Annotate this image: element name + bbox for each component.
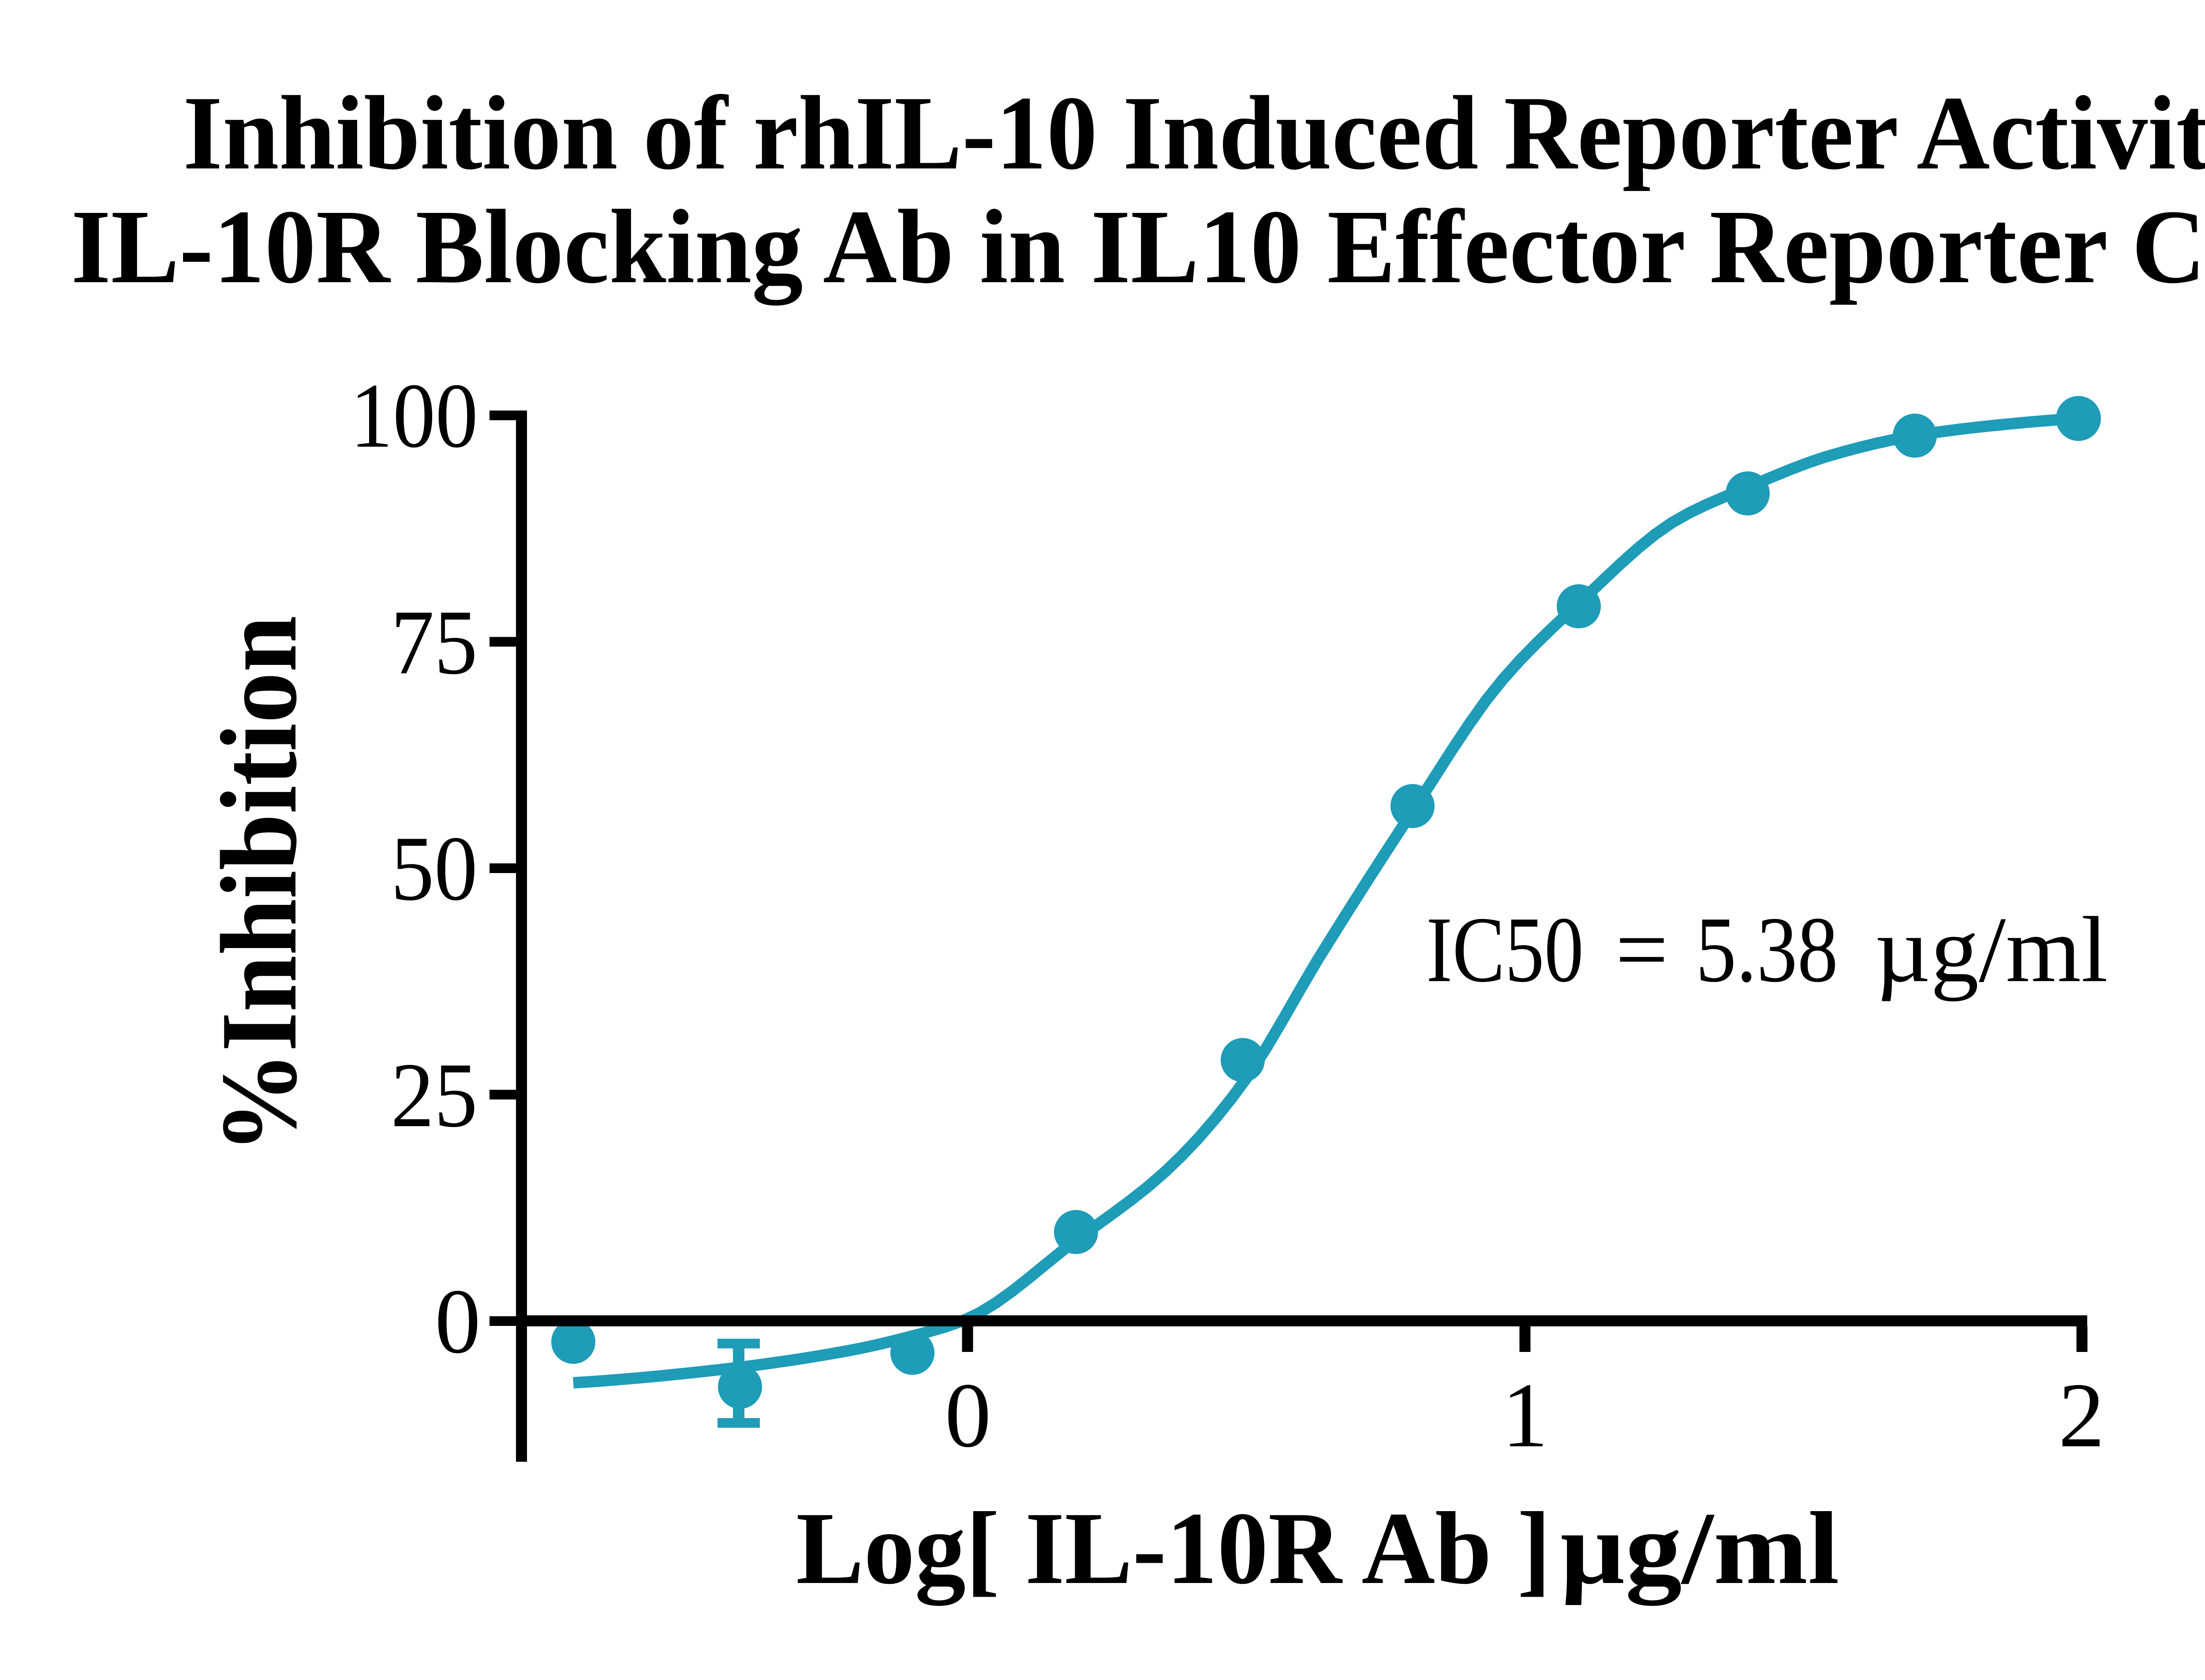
svg-text:1: 1: [1502, 1364, 1548, 1467]
svg-text:=: =: [1615, 898, 1668, 1002]
svg-text:75: 75: [391, 591, 478, 694]
svg-text:Log[ IL-10R Ab ]: Log[ IL-10R Ab ]: [796, 1491, 1551, 1606]
svg-text:0: 0: [435, 1270, 481, 1373]
svg-text:5.38: 5.38: [1696, 898, 1838, 1002]
svg-text:25: 25: [391, 1044, 478, 1146]
svg-text:Inhibition of rhIL-10 Induced: Inhibition of rhIL-10 Induced Reporter A…: [183, 74, 2205, 191]
svg-text:2: 2: [2059, 1364, 2105, 1467]
svg-text:IL-10R Blocking Ab in IL10 Eff: IL-10R Blocking Ab in IL10 Effector Repo…: [71, 188, 2205, 306]
svg-text:IC50: IC50: [1426, 898, 1584, 1002]
svg-text:50: 50: [391, 818, 478, 920]
svg-text:µg/ml: µg/ml: [1560, 1491, 1839, 1606]
svg-text:100: 100: [350, 365, 478, 467]
svg-text:µg/ml: µg/ml: [1875, 898, 2108, 1002]
svg-text:0: 0: [945, 1364, 991, 1467]
svg-text:%Inhibition: %Inhibition: [199, 616, 319, 1154]
